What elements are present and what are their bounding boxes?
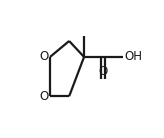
Text: OH: OH [124,50,142,63]
Text: O: O [40,90,49,103]
Text: O: O [40,50,49,63]
Text: O: O [98,65,107,78]
